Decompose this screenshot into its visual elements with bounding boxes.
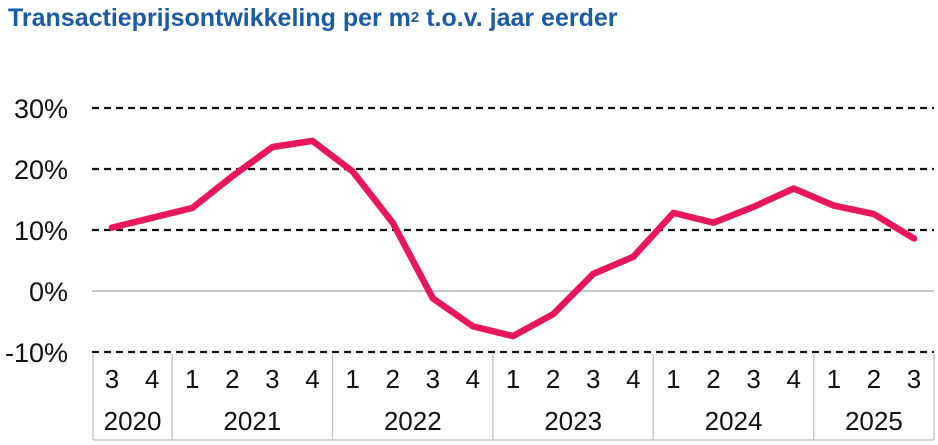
- y-tick-label: -10%: [5, 338, 68, 368]
- year-label: 2024: [705, 406, 763, 436]
- data-point: [309, 137, 316, 144]
- data-point: [349, 168, 356, 175]
- data-point: [149, 214, 156, 221]
- x-tick-label: 1: [827, 364, 841, 394]
- x-tick-label: 2: [225, 364, 239, 394]
- x-tick-label: 1: [345, 364, 359, 394]
- x-tick-label: 1: [185, 364, 199, 394]
- data-point: [389, 219, 396, 226]
- x-tick-label: 4: [626, 364, 640, 394]
- x-tick-label: 4: [305, 364, 319, 394]
- x-tick-label: 3: [907, 364, 921, 394]
- data-point: [189, 205, 196, 212]
- x-tick-label: 3: [105, 364, 119, 394]
- year-label: 2022: [384, 406, 442, 436]
- y-tick-label: 10%: [14, 216, 68, 246]
- data-point: [911, 235, 917, 242]
- data-point: [429, 295, 436, 302]
- chart-title: Transactieprijsontwikkeling per m2 t.o.v…: [8, 4, 618, 33]
- series-line: [108, 137, 918, 340]
- x-tick-label: 3: [265, 364, 279, 394]
- data-point: [790, 185, 797, 192]
- x-tick-label: 2: [546, 364, 560, 394]
- year-label: 2020: [104, 406, 162, 436]
- year-label: 2021: [223, 406, 281, 436]
- data-point: [750, 203, 757, 210]
- chart-title-main: Transactieprijsontwikkeling per m: [8, 4, 411, 32]
- x-tick-label: 3: [426, 364, 440, 394]
- data-point: [670, 209, 677, 216]
- x-tick-label: 4: [145, 364, 159, 394]
- data-point: [630, 253, 637, 260]
- x-tick-label: 3: [746, 364, 760, 394]
- x-tick-label: 1: [506, 364, 520, 394]
- data-point: [269, 144, 276, 151]
- data-point: [870, 211, 877, 218]
- x-tick-label: 2: [385, 364, 399, 394]
- year-label: 2023: [544, 406, 602, 436]
- year-label: 2025: [845, 406, 903, 436]
- chart-title-rest: t.o.v. jaar eerder: [419, 4, 618, 32]
- data-point: [109, 224, 115, 231]
- x-tick-label: 3: [586, 364, 600, 394]
- data-point: [710, 219, 717, 226]
- x-tick-label: 1: [666, 364, 680, 394]
- data-point: [590, 270, 597, 277]
- data-point: [229, 173, 236, 180]
- y-tick-label: 30%: [14, 94, 68, 124]
- chart-title-superscript: 2: [410, 9, 420, 26]
- y-tick-label: 20%: [14, 155, 68, 185]
- x-tick-label: 4: [786, 364, 800, 394]
- data-point: [550, 311, 557, 318]
- data-point: [510, 333, 516, 340]
- y-tick-label: 0%: [29, 277, 68, 307]
- x-tick-label: 2: [706, 364, 720, 394]
- x-tick-label: 4: [466, 364, 480, 394]
- x-tick-label: 2: [867, 364, 881, 394]
- data-point: [830, 202, 837, 209]
- data-point: [469, 323, 476, 330]
